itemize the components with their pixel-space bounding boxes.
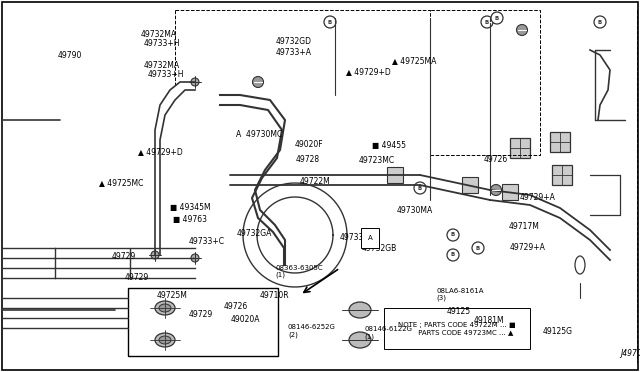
Text: B: B [451, 253, 455, 257]
Text: 49020A: 49020A [230, 315, 260, 324]
Text: 49728: 49728 [296, 155, 320, 164]
Text: 49732GB: 49732GB [362, 244, 397, 253]
Circle shape [324, 16, 335, 28]
Text: 49729+A: 49729+A [520, 193, 556, 202]
FancyBboxPatch shape [510, 138, 530, 158]
Circle shape [191, 254, 199, 262]
FancyBboxPatch shape [502, 184, 518, 200]
Text: 49732MA: 49732MA [141, 30, 177, 39]
Text: B: B [476, 246, 480, 250]
Text: ■ 49455: ■ 49455 [372, 141, 406, 150]
Text: 49733+C: 49733+C [189, 237, 225, 246]
Text: 49732GA: 49732GA [237, 229, 272, 238]
Text: 49790: 49790 [58, 51, 82, 60]
Text: 49125: 49125 [447, 307, 471, 316]
Text: 49710R: 49710R [259, 291, 289, 300]
Text: ■ 49763: ■ 49763 [173, 215, 207, 224]
Text: ■ 49345M: ■ 49345M [170, 203, 210, 212]
Circle shape [516, 25, 527, 35]
Ellipse shape [159, 336, 171, 344]
Text: ▲ 49725MC: ▲ 49725MC [99, 178, 143, 187]
Text: J497017Y: J497017Y [620, 349, 640, 358]
Circle shape [490, 185, 502, 196]
Circle shape [447, 249, 459, 261]
Ellipse shape [155, 333, 175, 347]
Circle shape [414, 182, 426, 194]
Circle shape [253, 77, 264, 87]
Circle shape [472, 242, 484, 254]
Text: 49726: 49726 [224, 302, 248, 311]
FancyBboxPatch shape [550, 132, 570, 152]
Text: 49733+B: 49733+B [339, 233, 375, 242]
Text: 49729: 49729 [189, 310, 213, 319]
Text: 49020F: 49020F [294, 140, 323, 149]
Text: 08363-6305C
(1): 08363-6305C (1) [275, 265, 323, 278]
Text: 49729: 49729 [112, 252, 136, 261]
FancyBboxPatch shape [552, 165, 572, 185]
Text: 08146-6122G
(1): 08146-6122G (1) [365, 326, 413, 340]
Text: B: B [495, 16, 499, 20]
Text: 49729: 49729 [125, 273, 149, 282]
Circle shape [492, 13, 502, 23]
Text: ▲ 49725MA: ▲ 49725MA [392, 56, 436, 65]
Text: A: A [367, 235, 372, 241]
Ellipse shape [159, 304, 171, 312]
Text: 49717M: 49717M [509, 222, 540, 231]
Ellipse shape [349, 332, 371, 348]
Ellipse shape [155, 301, 175, 315]
Circle shape [481, 16, 493, 28]
Circle shape [491, 12, 503, 24]
Text: 49726: 49726 [483, 155, 508, 164]
Circle shape [594, 16, 606, 28]
Text: B: B [328, 19, 332, 25]
Text: 49723MC: 49723MC [358, 156, 394, 165]
Text: ▲ 49729+D: ▲ 49729+D [346, 67, 390, 76]
FancyBboxPatch shape [462, 177, 478, 193]
Circle shape [447, 229, 459, 241]
Text: 49733+A: 49733+A [275, 48, 311, 57]
Text: A  49730MC: A 49730MC [236, 130, 282, 139]
Text: NOTE ; PARTS CODE 49722M ... ■
         PARTS CODE 49723MC ... ▲: NOTE ; PARTS CODE 49722M ... ■ PARTS COD… [398, 322, 516, 335]
Text: 49729+A: 49729+A [509, 243, 545, 252]
Text: B: B [485, 19, 489, 25]
Text: 49125G: 49125G [543, 327, 573, 336]
Text: 49722M: 49722M [300, 177, 330, 186]
Text: 49733+H: 49733+H [147, 70, 184, 79]
Circle shape [481, 16, 493, 28]
Text: 49181M: 49181M [474, 316, 504, 325]
Text: 08LA6-8161A
(3): 08LA6-8161A (3) [436, 288, 484, 301]
FancyBboxPatch shape [387, 167, 403, 183]
Text: 49725M: 49725M [157, 291, 188, 300]
Text: 49732MA: 49732MA [144, 61, 180, 70]
Text: 49733+H: 49733+H [144, 39, 180, 48]
Text: B: B [598, 19, 602, 25]
Circle shape [151, 251, 159, 259]
Ellipse shape [575, 256, 585, 274]
Text: B: B [418, 186, 422, 190]
Circle shape [324, 16, 336, 28]
Text: 49730MA: 49730MA [397, 206, 433, 215]
Text: B: B [451, 232, 455, 237]
Circle shape [191, 78, 199, 86]
Text: 49732GD: 49732GD [275, 37, 311, 46]
Text: ▲ 49729+D: ▲ 49729+D [138, 147, 182, 156]
Text: 08146-6252G
(2): 08146-6252G (2) [288, 324, 336, 338]
Ellipse shape [349, 302, 371, 318]
